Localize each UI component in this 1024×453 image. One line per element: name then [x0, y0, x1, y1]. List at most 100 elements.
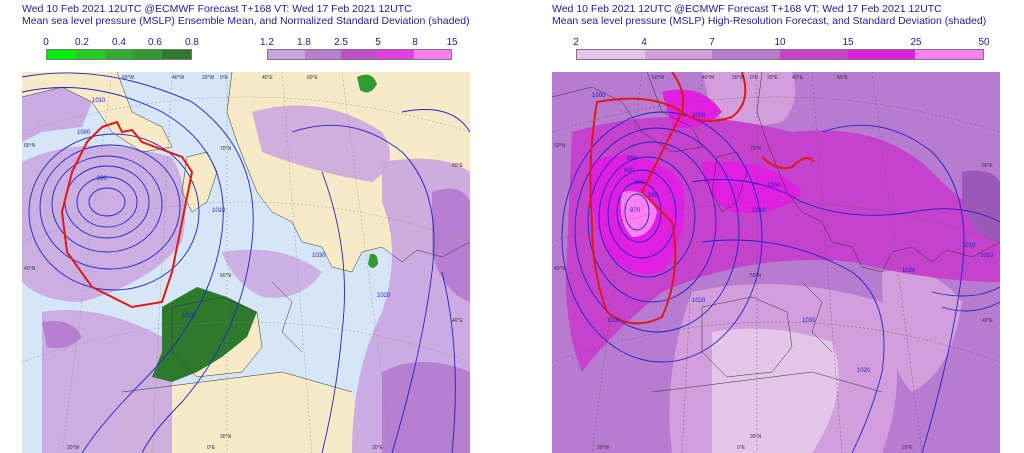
contour-label: 990	[624, 168, 635, 174]
contour-label: 1020	[377, 293, 391, 299]
coord-label: 40°W	[702, 75, 715, 81]
contour-label: 1010	[752, 208, 766, 214]
coord-label: 20°W	[67, 445, 80, 451]
contour-label: 1000	[767, 183, 781, 189]
right-tick: 4	[641, 37, 647, 48]
graticule	[22, 72, 470, 453]
coord-label: 60°N	[24, 143, 36, 149]
left-title-line2: Mean sea level pressure (MSLP) Ensemble …	[22, 14, 470, 27]
isobars	[561, 111, 1000, 453]
contour-label: 990	[627, 156, 638, 162]
contour-label: 1020	[902, 268, 916, 274]
red-contour-1000	[60, 120, 194, 309]
colorbar-segment	[915, 50, 984, 59]
left-map-svg: 1010 1000 990 1010 1020 1030 1020 60°W 4…	[22, 72, 470, 453]
coord-label: 60°W	[652, 75, 665, 81]
purple-colorbar	[267, 49, 452, 60]
contour-label: 1010	[212, 208, 226, 214]
purple-shade-east-dark	[382, 362, 470, 453]
purple-shade-central	[222, 249, 322, 298]
purple-tick: 15	[446, 37, 458, 48]
colorbar-segment	[780, 50, 848, 59]
green-colorbar	[46, 49, 192, 60]
british-isles-land	[182, 152, 217, 212]
right-tick: 2	[573, 37, 579, 48]
coord-label: 20°E	[372, 445, 384, 451]
contour-label: 1020	[692, 298, 706, 304]
contour-label: 1030	[802, 318, 816, 324]
coord-label: 20°E	[902, 445, 914, 451]
contour-label: 1030	[312, 253, 326, 259]
north-africa-land	[112, 372, 367, 453]
contour-label: 1000	[592, 93, 606, 99]
left-map: 1010 1000 990 1010 1020 1030 1020 60°W 4…	[22, 72, 470, 453]
green-tick: 0.4	[112, 37, 126, 48]
coord-label: 0°E	[750, 75, 759, 81]
contour-label: 1000	[607, 318, 621, 324]
purple-shade	[22, 87, 92, 142]
contour-label: 1000	[77, 130, 91, 136]
colorbar-segment	[644, 50, 713, 59]
coord-label: 0°E	[220, 75, 229, 81]
purple-tick: 1.2	[260, 37, 274, 48]
colorbar-segment	[847, 50, 916, 59]
light-shade-east	[882, 270, 962, 392]
bright-magenta-mid	[702, 161, 802, 213]
right-map-svg: 1000 990 980 970 980 990 1000 1010 1020 …	[552, 72, 1000, 453]
coord-label: 50°N	[220, 273, 232, 279]
coord-label: 20°W	[202, 75, 215, 81]
coord-label: 40°N	[554, 266, 566, 272]
ensemble-mean-panel: Wed 10 Feb 2021 12UTC @ECMWF Forecast T+…	[0, 0, 500, 453]
coord-label: 20°W	[597, 445, 610, 451]
colorbar-segment	[75, 50, 105, 59]
contour-label: 1010	[980, 253, 994, 259]
colorbar-segment	[133, 50, 163, 59]
colorbar-segment	[377, 50, 415, 59]
purple-tick: 2.5	[334, 37, 348, 48]
right-map: 1000 990 980 970 980 990 1000 1010 1020 …	[552, 72, 1000, 453]
purple-tick: 8	[412, 37, 418, 48]
coord-label: 70°N	[220, 146, 232, 152]
hres-panel: Wed 10 Feb 2021 12UTC @ECMWF Forecast T+…	[530, 0, 1024, 453]
right-title: Wed 10 Feb 2021 12UTC @ECMWF Forecast T+…	[552, 3, 987, 27]
green-shade-east	[368, 253, 378, 268]
coord-label: 40°E	[792, 75, 804, 81]
colorbar-segment	[304, 50, 342, 59]
red-contour-1000-north	[671, 72, 747, 122]
right-tick: 15	[842, 37, 854, 48]
coord-label: 40°N	[24, 266, 36, 272]
coord-label: 60°E	[982, 163, 994, 169]
graticule	[552, 72, 1000, 453]
purple-shade-sw	[42, 310, 172, 453]
bright-magenta-north	[662, 89, 722, 128]
coord-label: 20°W	[732, 75, 745, 81]
left-title: Wed 10 Feb 2021 12UTC @ECMWF Forecast T+…	[22, 3, 470, 27]
coord-label: 60°E	[452, 163, 464, 169]
green-tick: 0.2	[75, 37, 89, 48]
coord-label: 70°N	[750, 146, 762, 152]
contour-label: 970	[630, 208, 641, 214]
right-tick: 7	[709, 37, 715, 48]
purple-shade-north	[252, 105, 390, 182]
contour-label: 990	[97, 176, 108, 182]
contour-label: 1020	[182, 313, 196, 319]
purple-shade-ne-dark	[432, 188, 470, 302]
coord-label: 60°N	[554, 143, 566, 149]
purple-blob	[42, 321, 82, 349]
right-tick: 50	[978, 37, 990, 48]
coord-label: 0°E	[207, 445, 216, 451]
green-tick: 0.8	[185, 37, 199, 48]
contour-label: 980	[648, 193, 659, 199]
right-title-line1: Wed 10 Feb 2021 12UTC @ECMWF Forecast T+…	[552, 3, 942, 15]
contour-label: 1010	[962, 243, 976, 249]
right-title-line2: Mean sea level pressure (MSLP) High-Reso…	[552, 14, 987, 27]
coord-label: 60°E	[307, 75, 319, 81]
green-tick: 0.6	[148, 37, 162, 48]
coord-label: 60°W	[122, 75, 135, 81]
coord-label: 20°E	[767, 75, 779, 81]
lightest-shade-south	[712, 328, 839, 453]
contour-label: 1010	[92, 98, 106, 104]
purple-tick: 1.8	[297, 37, 311, 48]
coord-label: 30°N	[220, 434, 232, 440]
coord-label: 40°E	[982, 318, 994, 324]
